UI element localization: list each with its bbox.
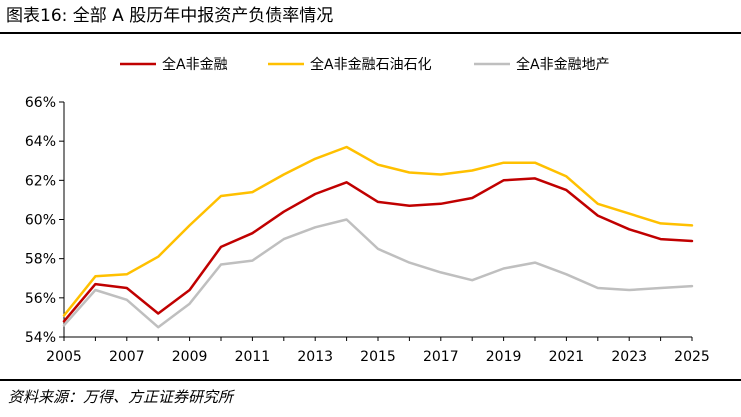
legend-label-3: 全A非金融地产	[516, 56, 610, 73]
y-axis: 54% 56% 58% 60% 62% 64% 66%	[25, 95, 65, 346]
x-tick-label: 2025	[674, 349, 710, 365]
y-tick-label: 54%	[25, 330, 56, 346]
x-tick-label: 2009	[172, 349, 208, 365]
y-tick-label: 62%	[25, 173, 56, 189]
y-tick-label: 58%	[25, 252, 56, 268]
x-tick-label: 2011	[235, 349, 271, 365]
figure-source: 资料来源：万得、方正证券研究所	[8, 388, 234, 406]
x-tick-label: 2019	[486, 349, 522, 365]
x-tick-label: 2013	[297, 349, 333, 365]
figure-title: 图表16: 全部 A 股历年中报资产负债率情况	[6, 6, 334, 26]
x-tick-label: 2017	[423, 349, 459, 365]
chart-legend: 全A非金融 全A非金融石油石化 全A非金融地产	[120, 56, 610, 73]
title-rule	[0, 32, 741, 34]
series-line-3	[62, 218, 694, 329]
y-tick-label: 60%	[25, 213, 56, 229]
legend-label-1: 全A非金融	[162, 56, 228, 73]
x-tick-label: 2015	[360, 349, 396, 365]
y-tick-label: 66%	[25, 95, 56, 111]
x-tick-label: 2021	[549, 349, 585, 365]
x-tick-label: 2007	[109, 349, 145, 365]
y-tick-label: 64%	[25, 134, 56, 150]
x-tick-label: 2023	[611, 349, 647, 365]
line-chart: 全A非金融 全A非金融石油石化 全A非金融地产 54% 56% 58% 60% 62% 64%…	[25, 56, 710, 365]
series-line-1	[62, 177, 694, 323]
legend-label-2: 全A非金融石油石化	[310, 56, 432, 73]
x-axis: 2005 2007 2009 2011 2013 2015 2017 2019 2021 2023…	[46, 336, 710, 365]
series-lines	[62, 145, 694, 329]
source-rule	[0, 379, 741, 381]
x-tick-label: 2005	[46, 349, 82, 365]
y-tick-label: 56%	[25, 291, 56, 307]
series-line-2	[62, 145, 694, 317]
